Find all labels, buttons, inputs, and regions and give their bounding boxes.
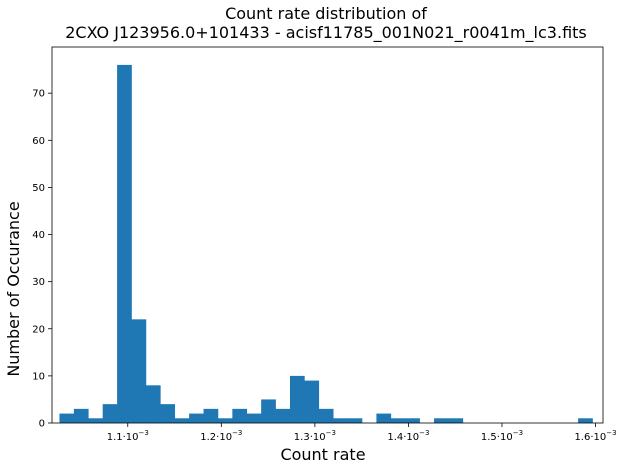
histogram-bar xyxy=(246,413,262,423)
y-axis-label: Number of Occurance xyxy=(4,201,23,376)
y-tick-label: 70 xyxy=(32,89,45,100)
plot-area: 0 10 20 30 40 50 60 70 1.1·10−3 1.2·10−3 1.3·10−3 1… xyxy=(32,46,617,443)
histogram-bar xyxy=(131,319,147,423)
histogram-bar xyxy=(376,413,392,423)
histogram-bar xyxy=(304,380,320,423)
histogram-bar xyxy=(117,64,132,424)
histogram-bar xyxy=(232,408,248,423)
histogram-bar xyxy=(289,375,305,423)
x-tick-label: 1.5·10−3 xyxy=(481,429,523,443)
x-axis-label: Count rate xyxy=(280,445,365,464)
histogram-bar xyxy=(189,413,204,423)
chart-title-line2: 2CXO J123956.0+101433 - acisf11785_001N0… xyxy=(65,23,587,43)
histogram-bar xyxy=(59,413,75,423)
y-tick-label: 60 xyxy=(32,136,45,147)
x-tick-label: 1.4·10−3 xyxy=(387,429,429,443)
histogram-bar xyxy=(261,399,276,423)
x-tick-label: 1.6·10−3 xyxy=(574,429,616,443)
histogram-bar xyxy=(160,404,176,423)
histogram-bar xyxy=(318,408,334,423)
y-tick-label: 30 xyxy=(32,277,45,288)
histogram-bar xyxy=(275,408,291,423)
histogram-bar xyxy=(203,408,219,423)
histogram-bar xyxy=(390,418,406,423)
histogram-bar xyxy=(333,418,348,423)
plot-frame xyxy=(51,46,604,424)
histogram-bar xyxy=(102,404,118,423)
y-tick-label: 40 xyxy=(32,230,45,241)
y-tick-label: 0 xyxy=(39,419,45,430)
histogram-bar xyxy=(88,418,103,423)
histogram-bar xyxy=(145,385,161,423)
histogram-bar xyxy=(405,418,420,423)
y-tick-label: 50 xyxy=(32,183,45,194)
x-tick-label: 1.1·10−3 xyxy=(107,429,149,443)
histogram-bar xyxy=(578,418,593,423)
x-tick-label: 1.3·10−3 xyxy=(294,429,336,443)
histogram-bar xyxy=(174,418,190,423)
y-tick-label: 20 xyxy=(32,324,45,335)
histogram-bar xyxy=(448,418,464,423)
histogram-bar xyxy=(434,418,449,423)
x-tick-label: 1.2·10−3 xyxy=(200,429,242,443)
chart-title-line1: Count rate distribution of xyxy=(225,4,427,23)
y-tick-label: 10 xyxy=(32,371,45,382)
histogram-bar xyxy=(347,418,363,423)
histogram-bar xyxy=(217,418,233,423)
histogram-bar xyxy=(73,408,89,423)
